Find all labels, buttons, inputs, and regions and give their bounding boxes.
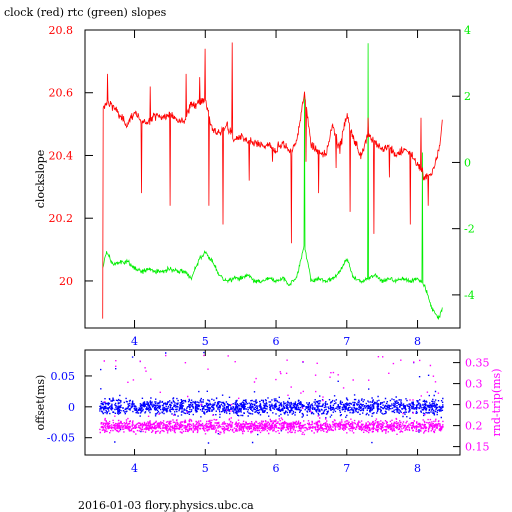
- y2-tick-label: 0.25: [465, 399, 490, 412]
- y2-tick-label: 0: [464, 156, 471, 169]
- offset-chart: 4 5 6 7 8 -0.05 0 0.05 0.15 0.2 0.25 0.3 0.35 offset(…: [34, 349, 503, 475]
- y2-tick-label: -4: [464, 289, 475, 302]
- y-tick-label: 0: [68, 401, 75, 414]
- y2-tick-label: 4: [464, 24, 471, 37]
- y-tick-label: 0.05: [51, 370, 76, 383]
- y2-tick-label: 0.35: [465, 357, 490, 370]
- y2-tick-label: -2: [464, 223, 475, 236]
- y2-tick-label: 0.15: [465, 441, 490, 454]
- x-tick-label: 4: [131, 335, 138, 348]
- plot-frame: [84, 349, 461, 456]
- x-tick-label: 5: [202, 335, 209, 348]
- chart-title: clock (red) rtc (green) slopes: [4, 6, 167, 19]
- x-tick-label: 6: [273, 335, 280, 348]
- y-axis-label: offset(ms): [34, 375, 47, 431]
- y-tick-label: 20: [59, 275, 73, 288]
- y2-tick-label: 0.3: [465, 378, 483, 391]
- y2-tick-label: 0.2: [465, 420, 483, 433]
- x-tick-label: 7: [343, 462, 350, 475]
- y-tick-label: 20.4: [49, 149, 74, 162]
- x-tick-label: 6: [273, 462, 280, 475]
- y-tick-label: -0.05: [47, 432, 75, 445]
- slopes-chart: 4 5 6 7 8 20 20.2 20.4 20.6 20.8 -4 -2 0 2 4 clockslope: [34, 24, 475, 348]
- y-tick-label: 20.2: [49, 212, 74, 225]
- footer-caption: 2016-01-03 flory.physics.ubc.ca: [78, 499, 254, 512]
- rndtrip-points: [99, 354, 444, 436]
- plot-frame: [84, 29, 461, 329]
- x-tick-label: 8: [414, 462, 421, 475]
- clock-slope-line: [102, 42, 443, 319]
- rtc-slope-line: [102, 43, 443, 320]
- y2-tick-label: 2: [464, 90, 471, 103]
- y2-axis-label: rnd-trip(ms): [490, 369, 503, 437]
- x-tick-label: 7: [343, 335, 350, 348]
- y-axis-label: clockslope: [34, 150, 47, 208]
- x-tick-label: 4: [131, 462, 138, 475]
- x-tick-label: 5: [202, 462, 209, 475]
- y-tick-label: 20.8: [49, 24, 74, 37]
- y-tick-label: 20.6: [49, 87, 74, 100]
- x-tick-label: 8: [414, 335, 421, 348]
